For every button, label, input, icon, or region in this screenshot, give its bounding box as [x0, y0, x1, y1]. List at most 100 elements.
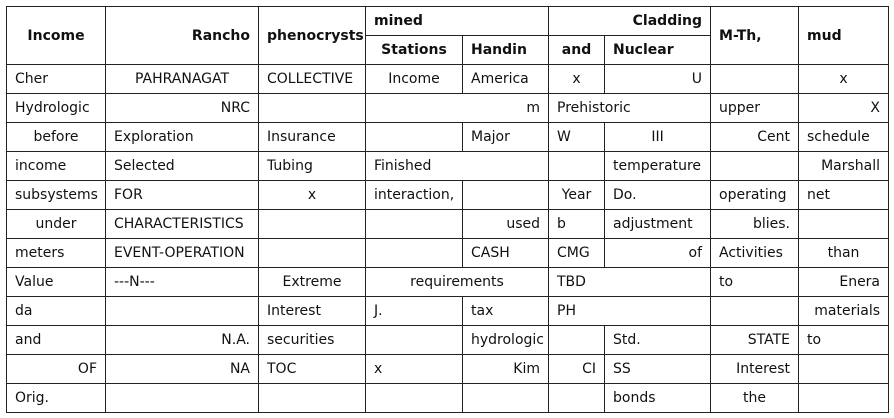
table-cell: securities — [258, 325, 366, 355]
header-stations: Stations — [365, 35, 463, 65]
table-cell — [710, 64, 800, 94]
table-cell: Year — [548, 180, 605, 210]
table-cell — [105, 296, 259, 326]
table-cell: before — [6, 122, 106, 152]
table-cell: CMG — [548, 238, 605, 268]
table-row: Orig. bonds the — [6, 383, 890, 413]
table-cell: TBD — [547, 267, 712, 297]
table-cell — [258, 93, 366, 123]
table-cell: materials — [798, 296, 890, 326]
table-cell: x — [258, 180, 366, 210]
table-cell: hydrologic — [462, 325, 549, 355]
table-cell: used — [462, 209, 549, 239]
table-cell: tax — [462, 296, 549, 326]
table-cell: Value — [6, 267, 106, 297]
table-cell: Cent — [710, 122, 800, 152]
table-cell — [365, 209, 463, 239]
header-mth: M-Th, — [710, 6, 800, 65]
header-mud: mud — [798, 6, 890, 65]
table-cell: OF — [6, 354, 106, 384]
table-cell: FOR — [105, 180, 259, 210]
table-cell: W — [548, 122, 605, 152]
table-cell: operating — [710, 180, 800, 210]
table-cell: STATE — [710, 325, 800, 355]
table-cell: X — [798, 93, 890, 123]
table-cell: to — [710, 267, 800, 297]
table-cell: Finished — [365, 151, 549, 181]
table-cell: to — [798, 325, 890, 355]
header-handin: Handin — [462, 35, 549, 65]
header-rancho: Rancho — [105, 6, 259, 65]
table-cell: CHARACTERISTICS — [105, 209, 259, 239]
table-cell: EVENT-OPERATION — [105, 238, 259, 268]
table-cell — [365, 383, 463, 413]
table-cell: m — [365, 93, 549, 123]
table-row: and N.A. securities hydrologic Std. STATE to — [6, 325, 890, 355]
table-row: under CHARACTERISTICS used b adjustment blies… — [6, 209, 890, 239]
table-cell — [258, 383, 366, 413]
table-cell: subsystems — [6, 180, 106, 210]
table-cell: interaction, — [365, 180, 463, 210]
table-cell — [462, 383, 549, 413]
table-cell: U — [603, 64, 712, 94]
table-cell: Marshall — [798, 151, 890, 181]
table-cell — [258, 209, 366, 239]
table-cell — [258, 238, 366, 268]
header-mined: mined — [365, 6, 549, 36]
table-cell: Std. — [603, 325, 712, 355]
table-cell — [798, 354, 890, 384]
table-cell: Do. — [603, 180, 712, 210]
table-cell: J. — [365, 296, 463, 326]
table-cell: Kim — [462, 354, 549, 384]
table-cell — [365, 325, 463, 355]
header-phenocrysts: phenocrysts — [258, 6, 366, 65]
table-cell: Extreme — [258, 267, 366, 297]
table-cell: Prehistoric — [547, 93, 712, 123]
table-cell: Enera — [798, 267, 890, 297]
table-cell — [798, 209, 890, 239]
table-cell: N.A. — [105, 325, 259, 355]
table-cell: x — [798, 64, 890, 94]
table-row: Hydrologic NRC m Prehistoric upper X — [6, 93, 890, 123]
table-cell: SS — [603, 354, 712, 384]
table-cell: Cher — [6, 64, 106, 94]
table-cell: PAHRANAGAT — [105, 64, 259, 94]
header-and: and — [548, 35, 605, 65]
table-cell: CI — [548, 354, 605, 384]
table-cell: NA — [105, 354, 259, 384]
table-cell — [105, 383, 259, 413]
table-cell: PH — [547, 296, 712, 326]
table-cell: III — [603, 122, 712, 152]
table-cell: upper — [710, 93, 800, 123]
table-row: subsystems FOR x interaction, Year Do. operati… — [6, 180, 890, 210]
table-cell: income — [6, 151, 106, 181]
table-row: OF NA TOC x Kim CI SS Interest — [6, 354, 890, 384]
table-cell: Interest — [258, 296, 366, 326]
header-cladding: Cladding — [547, 6, 712, 36]
table-cell: blies. — [710, 209, 800, 239]
table-row: da Interest J. tax PH materials — [6, 296, 890, 326]
table-cell: Major — [462, 122, 549, 152]
table-cell: bonds — [603, 383, 712, 413]
table-cell: America — [462, 64, 549, 94]
table-cell — [462, 180, 549, 210]
table-cell: meters — [6, 238, 106, 268]
table-cell: b — [548, 209, 605, 239]
header-income: Income — [6, 6, 106, 65]
table-cell: Insurance — [258, 122, 366, 152]
header-nuclear: Nuclear — [603, 35, 712, 65]
table-cell — [798, 383, 890, 413]
table-row: before Exploration Insurance Major W III Cent s… — [6, 122, 890, 152]
table-container: Income Rancho phenocrysts mined Cladding… — [6, 6, 890, 413]
table-cell: schedule — [798, 122, 890, 152]
table-cell: net — [798, 180, 890, 210]
table-cell: Exploration — [105, 122, 259, 152]
table-cell: x — [365, 354, 463, 384]
table-cell: Orig. — [6, 383, 106, 413]
table-cell: COLLECTIVE — [258, 64, 366, 94]
table-cell — [548, 325, 605, 355]
table-cell: adjustment — [603, 209, 712, 239]
table-cell — [365, 238, 463, 268]
table-cell: ---N--- — [105, 267, 259, 297]
